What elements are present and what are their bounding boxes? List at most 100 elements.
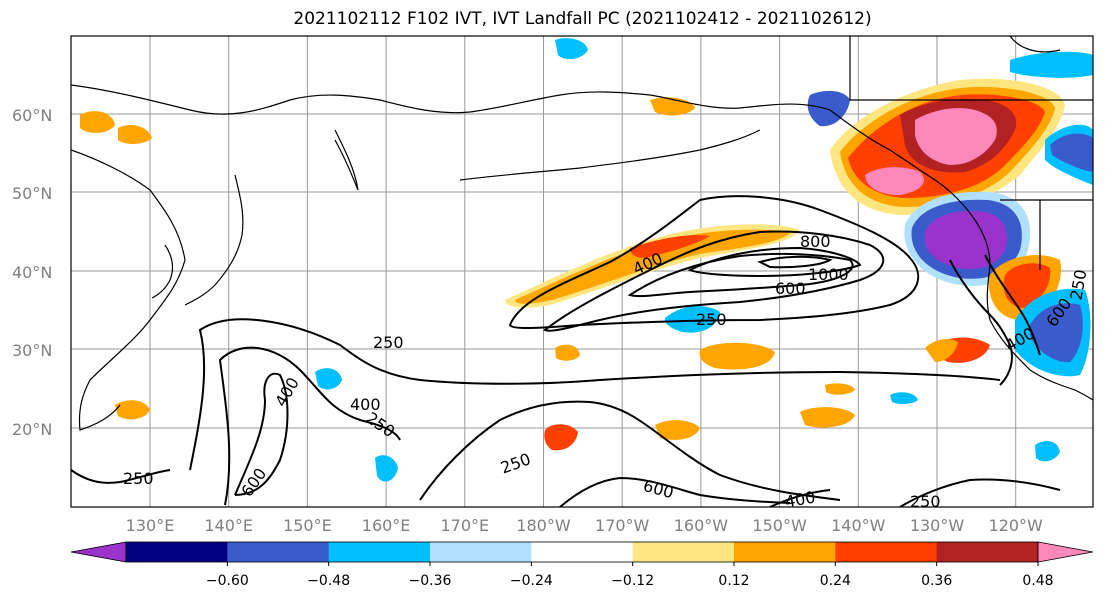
positive-anomaly-east-small xyxy=(555,344,580,361)
ivt-contour-west-coast xyxy=(949,259,1013,386)
colorbar-extend-max xyxy=(1037,541,1094,563)
negative-anomaly-small-3 xyxy=(375,455,398,482)
coastline-japan xyxy=(184,174,244,306)
contour-layer xyxy=(71,195,1061,507)
negative-anomaly-east-small-2 xyxy=(890,392,918,405)
colorbar-tick-label: −0.36 xyxy=(409,573,452,589)
contour-label: 1000 xyxy=(808,265,849,284)
colorbar-segment xyxy=(734,542,836,562)
contour-label: 800 xyxy=(800,232,831,251)
ivt-contour-250-east xyxy=(508,195,920,330)
positive-anomaly-west-2 xyxy=(118,125,152,144)
coastline-canada-north xyxy=(849,36,1093,101)
lon-label: 160°W xyxy=(674,516,729,535)
contour-label: 250 xyxy=(373,333,404,352)
lat-label: 50°N xyxy=(12,184,52,203)
ivt-contour-250-far-east xyxy=(899,478,1061,507)
map-frame xyxy=(70,35,1094,508)
latitude-labels: 60°N 50°N 40°N 30°N 20°N xyxy=(12,106,52,439)
lat-label: 30°N xyxy=(12,341,52,360)
positive-anomaly-east-small-2 xyxy=(825,383,855,395)
positive-anomaly-small-4 xyxy=(800,407,855,428)
ivt-contour-400-east xyxy=(543,230,885,332)
ivt-contour-600-east xyxy=(627,252,854,298)
lat-label: 40°N xyxy=(12,263,52,282)
colorbar-segment xyxy=(632,542,735,562)
colorbar-tick-label: −0.60 xyxy=(206,573,249,589)
lon-label: 150°W xyxy=(752,516,807,535)
colorbar-segment xyxy=(531,542,634,562)
ivt-contour-west-coast-2 xyxy=(984,254,1041,356)
ivt-contour-400-far-east xyxy=(769,489,831,507)
coastline-kamchatka xyxy=(334,129,359,191)
lat-label: 20°N xyxy=(12,420,52,439)
positive-anomaly-small-3 xyxy=(655,420,700,440)
ivt-contour-600-sw xyxy=(559,476,791,507)
colorbar-tick-label: −0.24 xyxy=(510,573,553,589)
negative-anomaly-small-2 xyxy=(315,368,342,390)
coastline-north-america xyxy=(934,179,1093,401)
lon-label: 130°E xyxy=(126,516,175,535)
map-title: 2021102112 F102 IVT, IVT Landfall PC (20… xyxy=(293,9,872,29)
colorbar-tick-label: 0.24 xyxy=(820,573,851,589)
lon-label: 160°E xyxy=(362,516,411,535)
colorbar-tick-label: −0.12 xyxy=(611,573,654,589)
colorbar-tick-label: 0.48 xyxy=(1022,573,1053,589)
colorbar-labels: −0.60 −0.48 −0.36 −0.24 −0.12 0.12 0.24 0.36 0.4… xyxy=(206,562,1054,589)
coastline-siberia xyxy=(71,84,651,115)
negative-anomaly-bering xyxy=(555,38,588,60)
colorbar xyxy=(70,541,1094,563)
positive-anomaly-west-coast-core xyxy=(1003,263,1051,308)
ivt-contour-800-east xyxy=(687,246,862,278)
contour-label: 400 xyxy=(350,395,381,414)
negative-anomaly-pnw-core xyxy=(924,210,1007,270)
contour-label: 600 xyxy=(775,279,806,298)
colorbar-outline xyxy=(125,541,1039,563)
colorbar-extend-min xyxy=(70,541,127,563)
colorbar-tick-label: 0.12 xyxy=(718,573,749,589)
shading-layer xyxy=(80,38,1093,482)
ivt-contour-1000-east xyxy=(757,255,833,269)
colorbar-segment xyxy=(430,542,532,562)
positive-anomaly-small-2 xyxy=(544,424,578,451)
ivt-contour-250-west xyxy=(71,469,171,484)
colorbar-tick-label: −0.48 xyxy=(307,573,350,589)
colorbar-tick-label: 0.36 xyxy=(921,573,952,589)
negative-anomaly-east-small xyxy=(1035,440,1060,462)
coastline-layer xyxy=(71,36,1093,431)
ivt-contour-250-sw xyxy=(419,400,841,501)
negative-anomaly-baja-core xyxy=(1030,303,1083,363)
lon-label: 140°E xyxy=(204,516,253,535)
negative-anomaly-alaska-north xyxy=(1010,51,1093,78)
contour-label: 250 xyxy=(123,469,154,488)
ivt-contour-250-central xyxy=(189,318,1001,471)
lat-label: 60°N xyxy=(12,106,52,125)
positive-anomaly-west-1 xyxy=(80,111,115,133)
longitude-labels: 130°E 140°E 150°E 160°E 170°E 180°W 170°W 160°W… xyxy=(126,516,1043,535)
lon-label: 130°W xyxy=(910,516,965,535)
positive-anomaly-ar-band-core xyxy=(515,229,790,304)
negative-anomaly-east-coast-core xyxy=(1050,133,1093,172)
positive-anomaly-japan-sea xyxy=(115,400,150,420)
colorbar-segment xyxy=(227,542,330,562)
contour-label: 250 xyxy=(910,492,941,511)
lon-label: 170°E xyxy=(440,516,489,535)
colorbar-segment xyxy=(328,542,431,562)
coastline-alaska xyxy=(649,94,936,181)
lon-label: 180°W xyxy=(516,516,571,535)
coastline-aleutians xyxy=(459,129,761,181)
lon-label: 140°W xyxy=(831,516,886,535)
colorbar-segment xyxy=(126,542,228,562)
ivt-contour-400-central xyxy=(218,346,401,506)
positive-anomaly-gulf-alaska-peak xyxy=(915,108,997,165)
contour-label: 400 xyxy=(783,487,816,511)
positive-anomaly-sw-2 xyxy=(925,339,958,362)
coastline-korea xyxy=(151,244,174,299)
lon-label: 170°W xyxy=(595,516,650,535)
positive-anomaly-gulf-alaska-peak-south xyxy=(865,167,924,195)
lon-label: 120°W xyxy=(989,516,1044,535)
colorbar-segment xyxy=(936,542,1039,562)
negative-anomaly-small-1 xyxy=(664,306,720,333)
coastline-asia xyxy=(71,149,186,431)
